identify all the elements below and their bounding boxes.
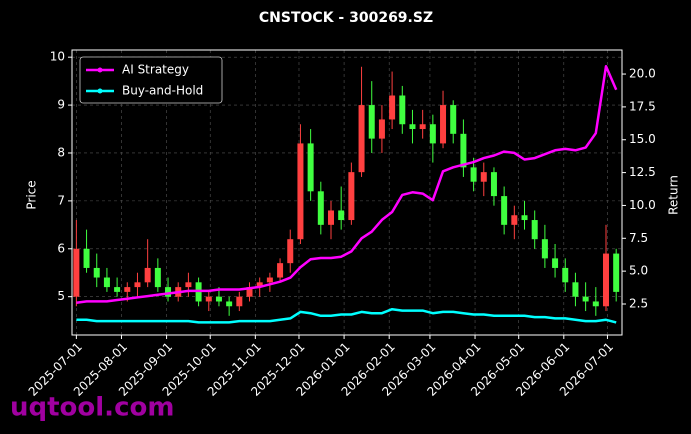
candle-body (338, 210, 345, 221)
y-tick-label: 7 (57, 193, 65, 207)
candle-body (215, 296, 222, 302)
y-tick-label: 5 (57, 289, 65, 303)
candle-body (348, 172, 355, 221)
y2-axis-label: Return (667, 175, 681, 215)
legend-box (79, 56, 223, 104)
candle-body (277, 263, 284, 278)
candle-body (399, 95, 406, 125)
legend-marker (97, 88, 103, 94)
candle-body (409, 124, 416, 130)
candle-body (124, 287, 131, 292)
y2-tick-label: 17.5 (629, 99, 656, 113)
candle-body (134, 282, 141, 288)
candle-body (236, 296, 243, 307)
return-line (76, 307, 617, 324)
candle-body (460, 133, 467, 168)
candle-body (531, 220, 538, 240)
candle-body (541, 239, 548, 259)
candle-body (205, 296, 212, 302)
candle-body (419, 124, 426, 130)
candle-body (266, 277, 273, 283)
candle-body (613, 253, 620, 292)
candle-body (73, 248, 80, 297)
y-tick-label: 10 (50, 50, 65, 64)
candle-body (521, 215, 528, 221)
candle-body (287, 239, 294, 264)
legend-marker (97, 67, 103, 73)
candle-body (327, 210, 334, 225)
y-tick-label: 6 (57, 241, 65, 255)
candle-body (602, 253, 609, 307)
candle-body (511, 215, 518, 225)
candle-body (165, 287, 172, 297)
candle-body (114, 287, 121, 292)
candle-body (226, 301, 233, 307)
candle-body (144, 267, 151, 283)
candle-body (480, 172, 487, 182)
return-line (76, 64, 618, 304)
chart-title: CNSTOCK - 300269.SZ (259, 10, 433, 26)
candle-body (572, 282, 579, 297)
candle-body (317, 191, 324, 225)
candle-body (440, 105, 447, 144)
candle-body (368, 105, 375, 139)
candle-body (307, 143, 314, 192)
candle-body (154, 267, 161, 288)
candle-body (592, 301, 599, 307)
y-tick-label: 9 (57, 98, 65, 112)
candle-body (450, 105, 457, 134)
candle-body (552, 258, 559, 268)
candle-body (582, 296, 589, 302)
legend-label: Buy-and-Hold (122, 84, 203, 98)
candle-body (490, 172, 497, 197)
candle-body (389, 95, 396, 120)
y2-tick-label: 10.0 (629, 198, 656, 212)
candle-body (501, 196, 508, 225)
candle-body (246, 287, 253, 297)
candle-body (93, 267, 100, 278)
plot-frame (71, 49, 623, 336)
candle-body (429, 124, 436, 144)
y2-tick-label: 20.0 (629, 67, 656, 81)
candle-body (378, 119, 385, 139)
candle-body (185, 282, 192, 288)
y2-tick-label: 5.0 (629, 264, 648, 278)
watermark: uqtool.com (10, 393, 174, 423)
candle-body (256, 282, 263, 288)
y2-tick-label: 15.0 (629, 132, 656, 146)
y2-tick-label: 7.5 (629, 231, 648, 245)
candle-body (103, 277, 110, 288)
candle-body (358, 105, 365, 173)
y-axis-label: Price (25, 180, 39, 209)
candle-body (562, 267, 569, 283)
legend-label: AI Strategy (122, 63, 189, 77)
y-tick-label: 8 (57, 145, 65, 159)
y2-tick-label: 12.5 (629, 165, 656, 179)
y2-tick-label: 2.5 (629, 296, 648, 310)
candle-body (470, 167, 477, 182)
candle-body (297, 143, 304, 240)
candle-body (83, 248, 90, 268)
